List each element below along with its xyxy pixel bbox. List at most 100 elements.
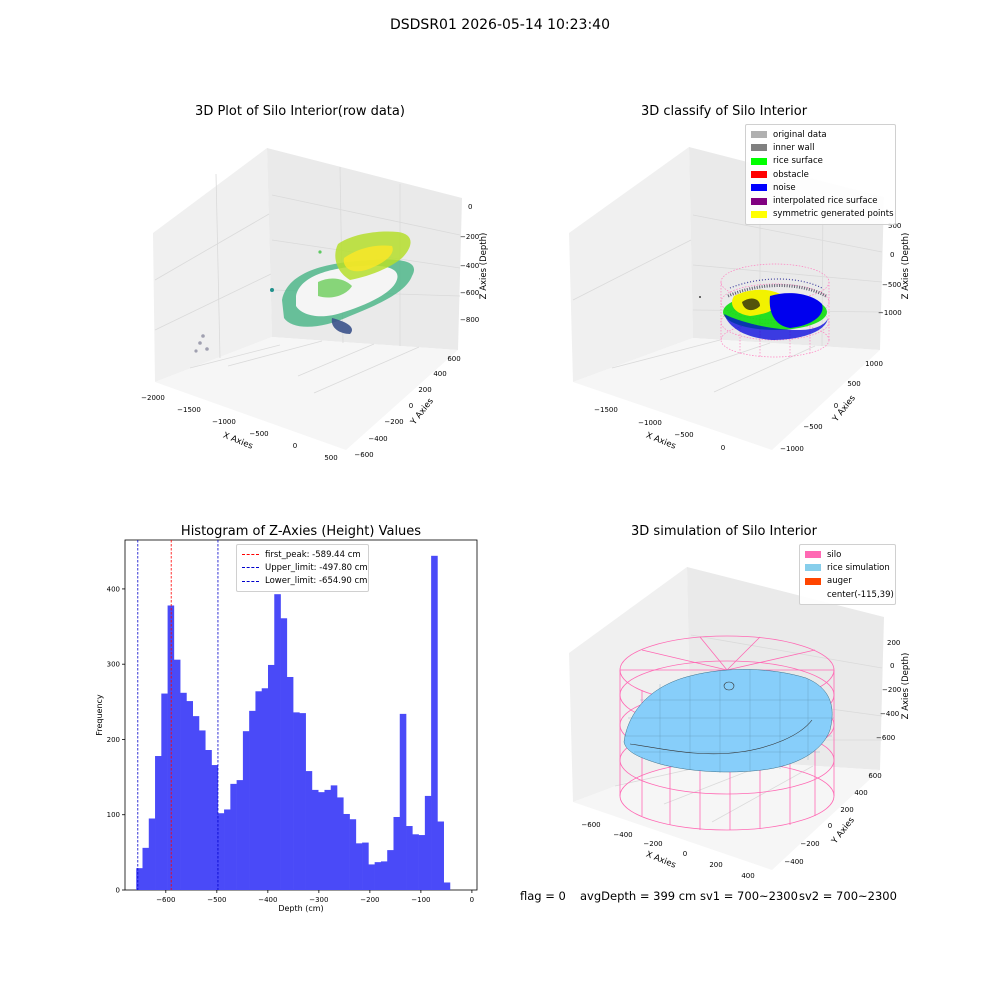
legend-label: interpolated rice surface: [773, 196, 878, 207]
plot4-ztick: 0: [890, 662, 894, 670]
legend-item: center(-115,39): [805, 588, 894, 601]
plot1-ztick: −200: [460, 233, 479, 241]
histogram-legend: first_peak: -589.44 cm Upper_limit: -497…: [236, 544, 369, 592]
histogram-bar: [431, 555, 438, 890]
figure-title: DSDSR01 2026-05-14 10:23:40: [389, 17, 610, 33]
status-flag: flag = 0: [520, 889, 566, 903]
plot4-xtick: −400: [613, 831, 632, 839]
plot1-xtick: −2000: [141, 394, 165, 402]
histogram-bar: [330, 785, 338, 890]
plot2-scatter: [699, 278, 828, 340]
histogram-bar: [418, 835, 426, 890]
legend-item: interpolated rice surface: [751, 194, 890, 207]
histogram-bar: [142, 847, 150, 890]
histogram-yticks: 0 100 200 300 400: [107, 585, 125, 895]
legend-label: noise: [773, 182, 796, 193]
histogram-bar: [255, 691, 263, 890]
histogram-bar: [406, 826, 413, 890]
plot4-axes: [569, 567, 884, 870]
histogram-bar: [343, 813, 350, 890]
histogram-xtick-label: −100: [411, 896, 430, 904]
histogram-bar: [198, 730, 206, 890]
histogram-bar: [186, 701, 193, 890]
legend-item: inner wall: [751, 141, 890, 154]
histogram-bar: [337, 797, 344, 890]
plot4-ytick: 0: [828, 822, 832, 830]
plot4-xtick: −600: [581, 821, 600, 829]
histogram-bar: [205, 750, 212, 890]
legend-item: Upper_limit: -497.80 cm: [242, 561, 368, 574]
plot1-ytick: 200: [418, 386, 431, 394]
legend-swatch: [751, 131, 767, 139]
legend-swatch: [751, 210, 767, 218]
legend-item: silo: [805, 548, 890, 561]
plot4-surface-mesh: [624, 669, 834, 773]
legend-swatch: [805, 591, 821, 598]
plot1-scatter: [194, 231, 415, 353]
histogram-bar: [305, 771, 313, 890]
plot4-ytick: 600: [868, 772, 881, 780]
legend-label: Upper_limit: -497.80 cm: [265, 562, 368, 573]
plot1-ytick: −200: [384, 418, 403, 426]
histogram-bar: [242, 731, 250, 890]
histogram-axes: −600 −500 −400 −300 −200 −100 0 0 100 200 300 400: [107, 539, 478, 904]
histogram-bar: [318, 792, 325, 890]
legend-line: [242, 580, 259, 582]
legend-label: symmetric generated points: [773, 209, 894, 220]
legend-item: rice surface: [751, 155, 890, 168]
histogram-bar: [293, 712, 300, 890]
plot2-ztick: 500: [888, 222, 901, 230]
histogram-ytick-label: 200: [107, 736, 120, 744]
plot4-ztick: 200: [887, 639, 900, 647]
plot1-ytick: 400: [433, 370, 446, 378]
legend-item: first_peak: -589.44 cm: [242, 548, 363, 561]
legend-swatch: [805, 577, 821, 585]
legend-swatch: [751, 157, 767, 165]
plot1-ztick: 0: [468, 203, 472, 211]
legend-swatch: [805, 551, 821, 559]
plot4-ztick: −600: [876, 734, 895, 742]
legend-label: original data: [773, 129, 827, 140]
legend-label: auger: [827, 576, 852, 587]
histogram-bar: [349, 819, 357, 890]
status-avg-depth: avgDepth = 399 cm: [580, 889, 697, 903]
histogram-xlabel: Depth (cm): [278, 904, 323, 913]
histogram-bar: [167, 605, 175, 890]
histogram-bar: [148, 818, 156, 890]
plot4-ytick: −200: [800, 840, 819, 848]
plot1-xtick: −500: [249, 430, 268, 438]
histogram-ytick-label: 0: [116, 887, 120, 895]
histogram-bar: [443, 882, 451, 890]
plot4-legend: silo rice simulation auger center(-115,3…: [799, 544, 896, 606]
plot4-xtick: 0: [683, 850, 687, 858]
plot4-ytick: −400: [784, 858, 803, 866]
plot1-axes: [153, 148, 462, 450]
plot1-pane-left: [153, 148, 272, 382]
histogram-bar: [155, 756, 162, 890]
legend-label: silo: [827, 549, 842, 560]
histogram-bar: [173, 659, 181, 890]
histogram-bar: [399, 713, 407, 890]
plot2-ytick: 0: [834, 402, 838, 410]
legend-label: first_peak: -589.44 cm: [265, 549, 361, 560]
plot1-ytick: 600: [447, 355, 460, 363]
histogram-bar: [192, 716, 200, 890]
histogram-bar: [424, 795, 432, 890]
histogram-bar: [368, 864, 375, 890]
plot4-ztick: −200: [882, 686, 901, 694]
plot4-xtick: 200: [709, 861, 722, 869]
plot4-center-marker: [723, 681, 735, 691]
histogram-bar: [362, 842, 369, 890]
plot2-legend: original data inner wall rice surface ob…: [745, 124, 896, 226]
plot4-title: 3D simulation of Silo Interior: [631, 524, 817, 539]
plot2-ytick: −500: [803, 423, 822, 431]
plot2-xlabel: X Axies: [644, 431, 677, 452]
histogram-bar: [280, 618, 288, 890]
histogram-bar: [387, 850, 394, 890]
legend-swatch: [751, 197, 767, 205]
plot4-xtick: −200: [643, 840, 662, 848]
legend-label: rice simulation: [827, 562, 890, 573]
histogram-xtick-label: −600: [156, 896, 175, 904]
legend-label: obstacle: [773, 169, 809, 180]
histogram-bar: [380, 861, 388, 890]
